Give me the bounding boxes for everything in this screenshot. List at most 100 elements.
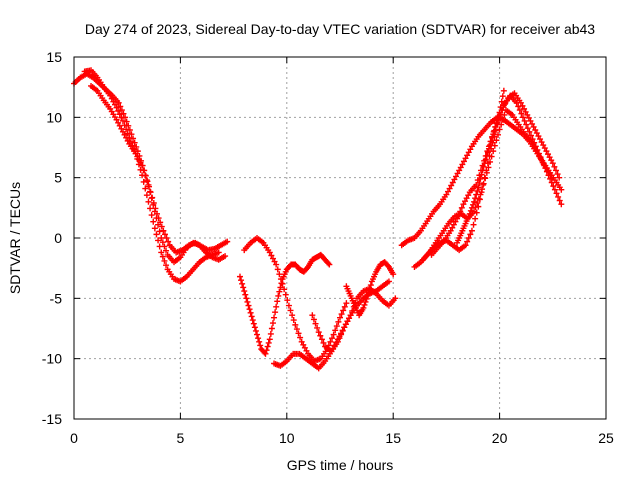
data-point: [267, 330, 274, 337]
data-point: [271, 258, 278, 265]
data-point: [444, 188, 451, 195]
data-point: [276, 288, 283, 295]
data-point: [274, 266, 281, 273]
data-point: [273, 303, 280, 310]
data-point: [519, 102, 526, 109]
data-point: [533, 147, 540, 154]
y-tick-label: -5: [50, 290, 63, 306]
data-point: [108, 95, 115, 102]
y-tick-label: -15: [42, 411, 62, 427]
data-point: [269, 320, 276, 327]
data-point: [482, 156, 489, 163]
data-point: [467, 231, 474, 238]
data-point: [443, 191, 450, 198]
data-point: [363, 295, 370, 302]
data-point: [244, 298, 251, 305]
data-point: [317, 332, 324, 339]
data-point: [497, 104, 504, 111]
data-point: [498, 98, 505, 105]
data-point: [118, 125, 125, 132]
data-point: [452, 218, 459, 225]
data-point: [158, 235, 165, 241]
data-point: [338, 331, 345, 338]
data-point: [338, 311, 345, 318]
data-point: [119, 117, 126, 124]
data-point: [498, 121, 505, 128]
data-point: [262, 350, 269, 357]
series-track-1: [71, 70, 231, 256]
data-point: [273, 261, 280, 268]
data-point: [337, 314, 343, 321]
data-point: [147, 188, 154, 195]
data-point: [477, 175, 484, 182]
data-point: [528, 138, 535, 145]
y-tick-label: 5: [54, 170, 62, 186]
chart-title: Day 274 of 2023, Sidereal Day-to-day VTE…: [85, 21, 595, 37]
data-point: [309, 312, 316, 319]
data-point: [483, 152, 490, 159]
data-point: [265, 339, 272, 346]
data-point: [536, 153, 543, 160]
data-point: [365, 289, 372, 296]
data-point: [115, 99, 122, 106]
data-point: [159, 253, 166, 260]
data-point: [501, 101, 508, 108]
data-point: [532, 127, 539, 134]
data-point: [292, 321, 299, 328]
data-point: [143, 177, 150, 184]
data-point: [548, 157, 555, 164]
data-point: [310, 316, 317, 323]
data-point: [462, 242, 469, 249]
data-point: [131, 139, 138, 146]
data-point: [465, 149, 472, 156]
data-point: [550, 183, 557, 190]
data-point: [464, 238, 471, 245]
data-point: [458, 204, 465, 211]
data-point: [556, 197, 563, 204]
data-point: [327, 338, 334, 345]
data-point: [314, 324, 321, 331]
data-point: [339, 327, 346, 334]
data-point: [537, 136, 544, 143]
data-point: [470, 221, 477, 228]
data-point: [546, 154, 553, 161]
data-point: [332, 327, 339, 334]
data-point: [558, 186, 565, 193]
data-point: [303, 347, 310, 354]
data-point: [297, 334, 304, 341]
data-point: [385, 278, 392, 285]
data-point: [493, 120, 500, 127]
data-point: [558, 201, 565, 208]
data-point: [490, 131, 497, 138]
data-point: [239, 280, 246, 287]
data-point: [548, 179, 555, 186]
data-point: [452, 173, 459, 180]
data-point: [522, 108, 529, 115]
data-point: [117, 103, 124, 110]
data-point: [287, 307, 294, 314]
data-point: [496, 126, 503, 133]
data-point: [140, 178, 147, 185]
data-point: [159, 239, 166, 246]
data-point: [462, 155, 469, 162]
data-point: [471, 198, 478, 205]
data-point: [538, 139, 545, 146]
data-point: [459, 161, 466, 168]
data-point: [457, 208, 464, 215]
data-point: [527, 117, 534, 124]
data-point: [268, 252, 275, 259]
data-point: [450, 221, 457, 228]
data-point: [264, 343, 271, 350]
data-point: [252, 327, 259, 334]
data-point: [116, 111, 123, 118]
data-point: [343, 300, 350, 307]
data-point: [148, 212, 155, 219]
data-point: [135, 156, 142, 163]
data-point: [462, 198, 469, 205]
data-point: [454, 215, 461, 222]
data-point: [489, 134, 496, 141]
data-point: [329, 335, 336, 342]
plot-frame: [73, 56, 607, 420]
data-point: [161, 243, 168, 250]
data-point: [153, 215, 160, 222]
